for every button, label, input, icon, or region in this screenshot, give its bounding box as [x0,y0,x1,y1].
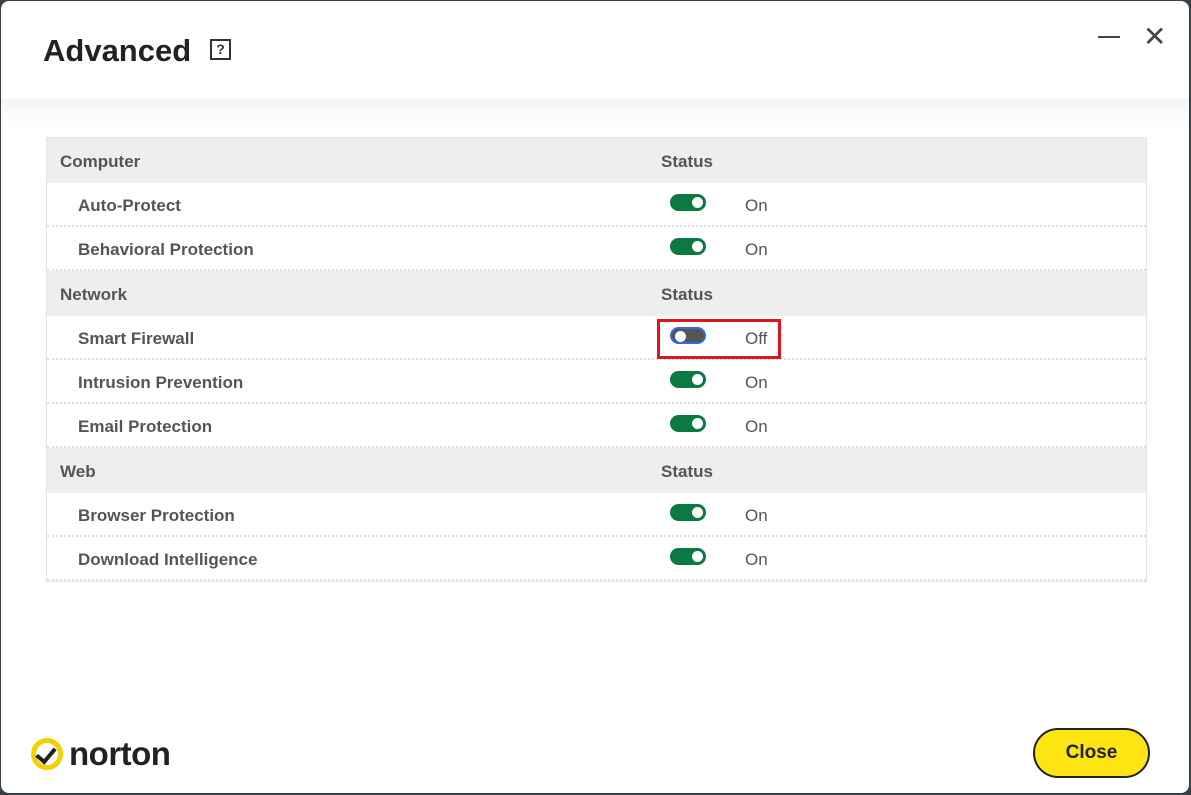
section-header: Web Status [47,448,1146,493]
status-value: On [745,373,768,392]
table-row: Browser Protection On [47,493,1146,537]
page-title: Advanced [43,33,192,68]
status-value: On [745,196,768,215]
feature-label: Auto-Protect [78,196,181,215]
feature-label: Intrusion Prevention [78,373,244,392]
table-row: Auto-Protect On [47,183,1146,227]
settings-table: Computer Status Auto-Protect On Behavioral P… [46,137,1147,582]
close-button[interactable]: Close [1033,728,1150,778]
status-header: Status [661,462,713,481]
table-row: Intrusion Prevention On [47,360,1146,404]
feature-label: Smart Firewall [78,329,195,348]
feature-label: Behavioral Protection [78,240,254,259]
status-header: Status [661,285,713,304]
feature-label: Email Protection [78,417,213,436]
table-row: Email Protection On [47,404,1146,448]
status-value: Off [745,329,768,348]
feature-label: Download Intelligence [78,550,258,569]
table-row: Smart Firewall Off [47,316,1146,360]
highlight-box [657,319,781,359]
norton-logo: norton [31,735,171,773]
status-value: On [745,417,768,436]
feature-label: Browser Protection [78,506,235,525]
status-value: On [745,240,768,259]
header-divider [1,99,1189,129]
toggle-switch[interactable] [670,327,706,344]
minimize-button[interactable] [1098,36,1120,38]
section-label: Computer [60,152,141,171]
section-header: Network Status [47,271,1146,316]
section-label: Network [60,285,128,304]
table-row: Download Intelligence On [47,537,1146,581]
checkmark-icon [31,738,63,770]
status-value: On [745,506,768,525]
toggle-switch[interactable] [670,194,706,211]
table-row: Behavioral Protection On [47,227,1146,271]
section-label: Web [60,462,96,481]
brand-name: norton [69,735,171,772]
status-header: Status [661,152,713,171]
section-header: Computer Status [47,138,1146,183]
close-icon[interactable]: ✕ [1143,21,1167,52]
toggle-switch[interactable] [670,415,706,432]
toggle-switch[interactable] [670,548,706,565]
toggle-switch[interactable] [670,238,706,255]
toggle-switch[interactable] [670,371,706,388]
toggle-switch[interactable] [670,504,706,521]
status-value: On [745,550,768,569]
help-icon[interactable]: ? [210,39,231,60]
